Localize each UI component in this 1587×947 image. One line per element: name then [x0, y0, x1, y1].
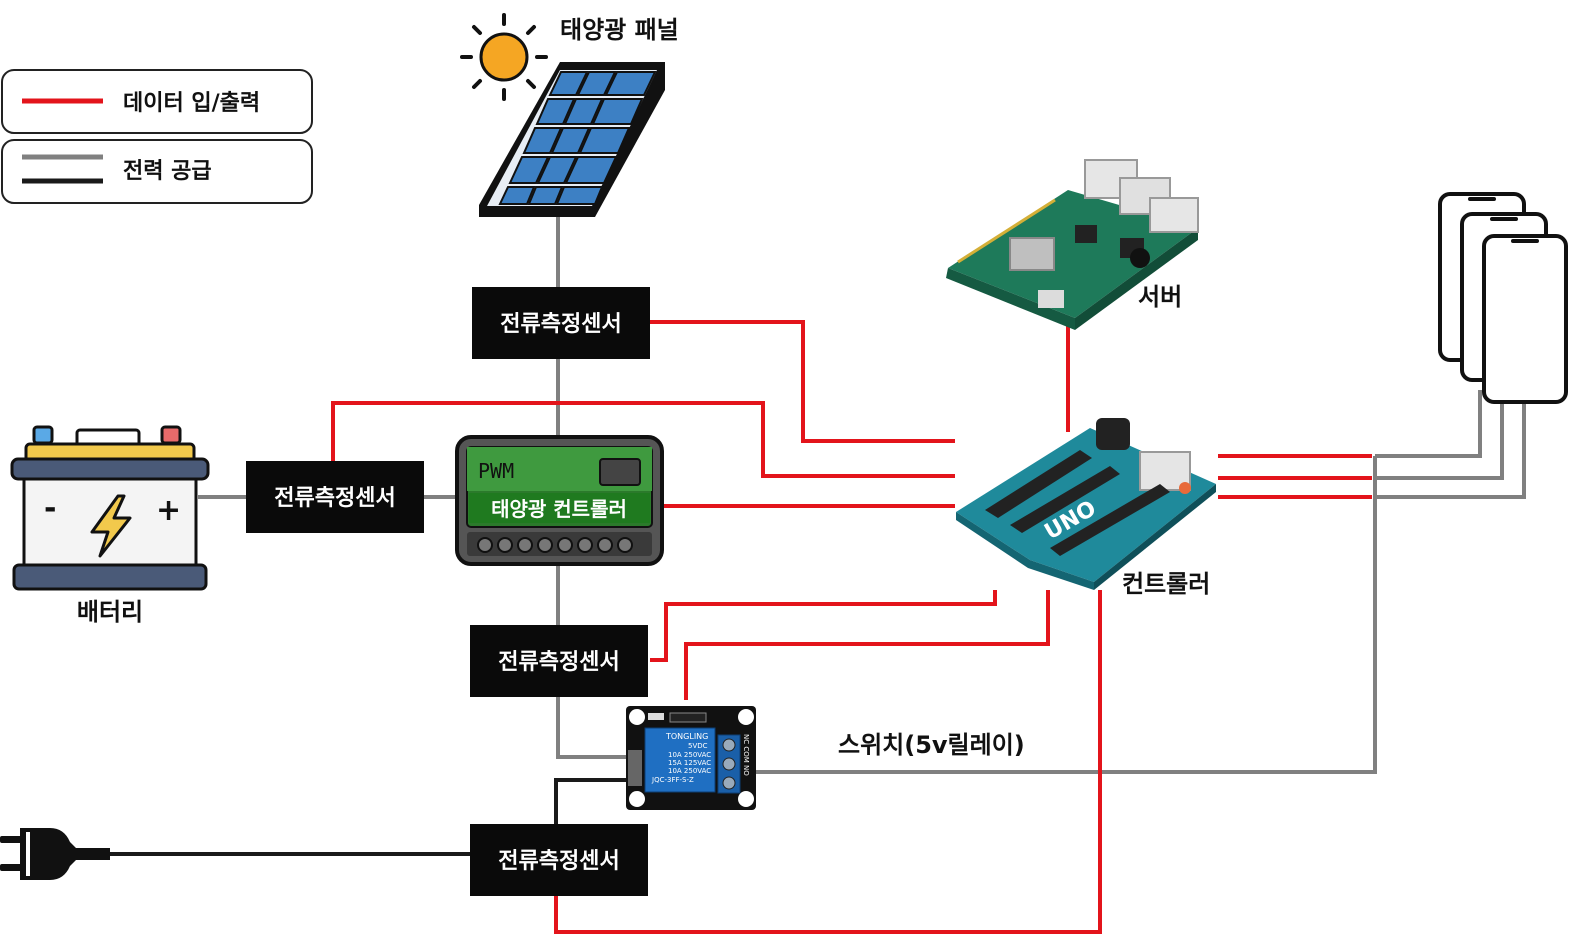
relay-brand: TONGLING	[665, 732, 708, 741]
mains-lines	[110, 778, 628, 856]
sun-icon	[460, 13, 548, 101]
current-sensor-4: 전류측정센서	[470, 824, 648, 896]
current-sensor-1: 전류측정센서	[472, 287, 650, 359]
relay-model: JQC-3FF-S-Z	[651, 776, 694, 784]
svg-text:전류측정센서: 전류측정센서	[498, 650, 619, 675]
arduino-controller-icon: UNO	[956, 418, 1216, 590]
current-sensor-3: 전류측정센서	[470, 625, 648, 697]
relay-spec-2: 10A 250VAC	[668, 751, 711, 759]
svg-text:전류측정센서: 전류측정센서	[500, 312, 621, 337]
relay-spec-4: 10A 250VAC	[668, 767, 711, 775]
data-lines	[331, 320, 1372, 934]
battery-icon: - +	[10, 425, 210, 591]
legend-power-label: 전력 공급	[123, 159, 212, 184]
legend-data-label: 데이터 입/출력	[123, 91, 260, 116]
controller-display	[599, 458, 641, 486]
server-label: 서버	[1138, 283, 1182, 311]
battery-minus: -	[44, 491, 56, 526]
current-sensor-2: 전류측정센서	[246, 461, 424, 533]
svg-text:전류측정센서: 전류측정센서	[498, 849, 619, 874]
phones-icon	[1438, 192, 1568, 404]
relay-label: 스위치(5v릴레이)	[838, 731, 1025, 759]
lightning-icon	[90, 494, 132, 558]
controller-label: 컨트롤러	[1122, 570, 1210, 598]
legend: 데이터 입/출력 전력 공급	[1, 69, 313, 204]
solar-charge-controller: PWM 태양광 컨트롤러	[455, 435, 664, 566]
phone-3	[1482, 234, 1568, 404]
battery-label: 배터리	[77, 598, 143, 626]
relay-spec-3: 15A 125VAC	[668, 759, 711, 767]
solar-panel-label: 태양광 패널	[560, 16, 679, 44]
pwm-label: PWM	[478, 459, 514, 483]
svg-text:전류측정센서: 전류측정센서	[274, 486, 395, 511]
relay-spec-1: 5VDC	[688, 742, 708, 750]
battery-plus: +	[156, 493, 181, 528]
power-plug-icon	[0, 828, 110, 880]
legend-box-data	[1, 69, 313, 134]
solar-controller-label: 태양광 컨트롤러	[491, 497, 627, 521]
relay-terminals: NC COM NO	[742, 734, 750, 776]
relay-module-icon: TONGLING 5VDC 10A 250VAC 15A 125VAC 10A …	[626, 706, 756, 810]
server-board-icon	[946, 159, 1199, 330]
solar-panel-icon	[479, 62, 665, 217]
